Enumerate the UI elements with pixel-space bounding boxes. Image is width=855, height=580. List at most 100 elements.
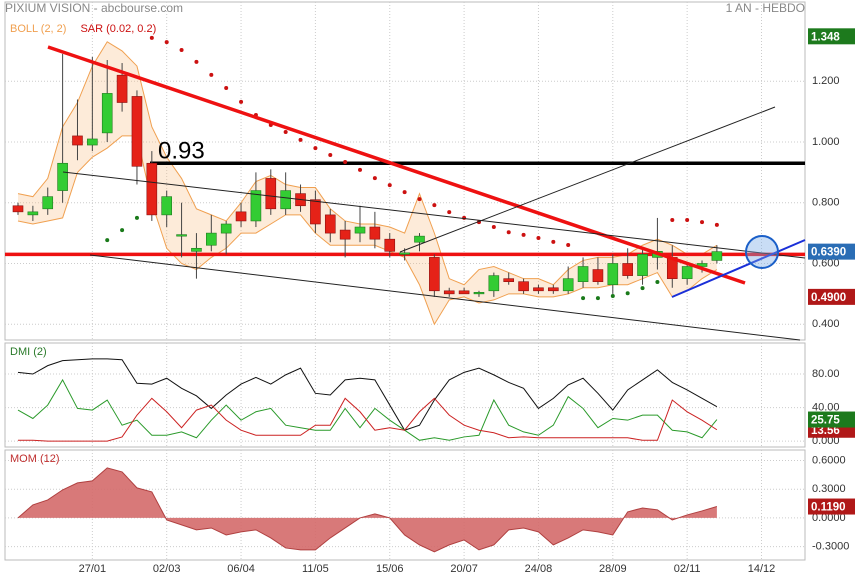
boll-line [17, 41, 718, 286]
candle-body [161, 196, 172, 216]
y-tick-label: 0.400 [812, 318, 840, 330]
y-tick-label: 0.3000 [812, 483, 846, 495]
sar-dot [149, 35, 154, 40]
candle-body [622, 263, 633, 276]
x-tick-label: 02/11 [674, 563, 701, 575]
trend-line [671, 239, 806, 298]
price-marker [808, 243, 855, 260]
price-marker-label: 1.348 [811, 31, 840, 43]
period: 1 AN - HEBDO [726, 1, 805, 15]
price-marker-label: 0.4900 [811, 292, 846, 304]
trend-line [89, 254, 801, 341]
candle-body [577, 266, 589, 282]
dmi-panel [4, 342, 806, 448]
candle-body [681, 266, 693, 279]
candle-body [503, 278, 515, 282]
candle-body [131, 96, 143, 167]
sar-dot [209, 72, 214, 77]
sar-dot [372, 176, 377, 181]
candle-body [711, 251, 723, 261]
price-marker-label: 25.75 [811, 415, 840, 427]
trend-line [62, 171, 806, 259]
candle-body [369, 226, 381, 240]
sar-dot [328, 153, 333, 158]
candle-body [324, 214, 336, 234]
sar-dot [120, 228, 125, 233]
sar-dot [670, 218, 675, 223]
candle-body [27, 211, 39, 216]
candle-body [533, 287, 544, 292]
y-tick-label: 0.600 [812, 257, 840, 269]
sar-dot [105, 238, 110, 243]
candle-body [414, 235, 425, 243]
candle-body [458, 290, 470, 295]
candle-body [87, 138, 98, 146]
sar-dot [387, 183, 392, 188]
candle-body [399, 252, 410, 255]
x-tick-label: 14/12 [748, 563, 776, 575]
x-tick-label: 24/08 [525, 563, 553, 575]
candle-body [116, 74, 128, 103]
sar-dot [343, 160, 348, 165]
sar-dot [625, 291, 630, 296]
x-tick-label: 20/07 [450, 563, 478, 575]
candle-body [488, 275, 500, 292]
price-marker [808, 411, 855, 428]
y-tick-label: 1.200 [812, 75, 840, 87]
candle-body [637, 254, 648, 276]
sar-dot [179, 47, 184, 52]
candle-body [473, 292, 485, 295]
sar-dot [447, 210, 452, 215]
x-tick-label: 11/05 [302, 563, 329, 575]
candle-body [429, 257, 440, 292]
mom-line [17, 467, 718, 553]
y-tick-label: 0.0000 [812, 512, 846, 524]
sar-dot [432, 203, 437, 208]
sar-dot [551, 239, 556, 244]
sar-dot [224, 85, 229, 90]
candle-body [354, 226, 366, 234]
mom-panel [4, 449, 806, 561]
price-marker [808, 288, 855, 305]
legend-entry: BOLL (2, 2) [10, 23, 66, 35]
candle-body [592, 269, 604, 282]
candle-body [339, 229, 351, 240]
candle-body [384, 238, 396, 252]
y-tick-label: 0.6000 [812, 454, 846, 466]
trend-line [47, 45, 746, 285]
sar-dot [640, 286, 645, 291]
sar-dot [685, 218, 690, 223]
sar-dot [417, 197, 422, 202]
line-label: 0.93 [158, 138, 205, 165]
panel-title: MOM (12) [10, 453, 60, 465]
candle-body [12, 205, 24, 213]
sar-dot [313, 146, 318, 151]
price-marker-label: 0.6390 [811, 247, 846, 259]
sar-dot [581, 296, 586, 301]
candle-body [443, 290, 455, 295]
x-tick-label: 06/04 [227, 563, 255, 575]
candle-body [101, 93, 113, 134]
candle-body [548, 287, 559, 292]
sar-dot [521, 232, 526, 237]
sar-dot [655, 279, 660, 284]
price-marker [808, 498, 855, 515]
candle-body [42, 196, 54, 210]
dmi-line [17, 358, 718, 431]
candle-body [72, 135, 83, 146]
dmi-line [17, 378, 718, 441]
candle-body [220, 223, 232, 234]
sar-dot [595, 296, 600, 301]
candle-body [146, 162, 158, 216]
candle-body [310, 199, 321, 225]
sar-dot [164, 40, 169, 45]
sar-dot [491, 225, 496, 230]
candle-body [235, 211, 247, 222]
candle-body [191, 247, 202, 252]
sar-dot [239, 99, 244, 104]
price-marker-label: 13.56 [811, 425, 840, 437]
sar-dot [402, 190, 407, 195]
sar-dot [134, 215, 139, 220]
panel-title: DMI (2) [10, 346, 47, 358]
